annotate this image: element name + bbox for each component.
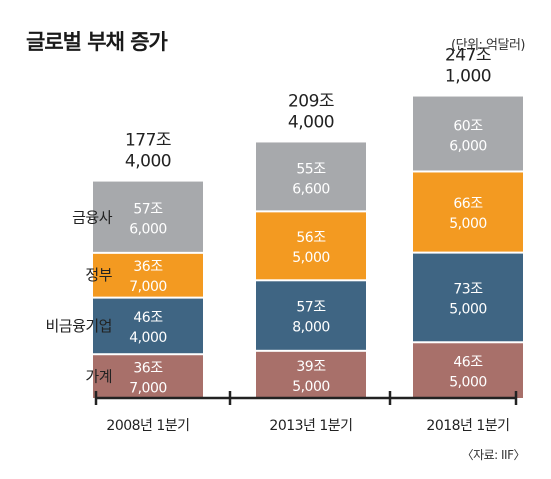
bar-비금융기업-0: [93, 298, 203, 354]
bar-value-label: 66조 5,000: [449, 196, 487, 232]
total-label: 177조 4,000: [125, 131, 171, 172]
bar-value-label: 57조 6,000: [129, 202, 167, 238]
bar-가계-1: [256, 351, 366, 398]
bar-비금융기업-2: [413, 253, 523, 342]
bar-value-label: 73조 5,000: [449, 281, 487, 317]
legend-label: 금융사: [72, 209, 113, 227]
bar-value-label: 55조 6,600: [292, 161, 330, 197]
bar-비금융기업-1: [256, 281, 366, 350]
legend-label: 정부: [85, 266, 112, 284]
bar-value-label: 36조 7,000: [129, 259, 167, 295]
bar-가계-2: [413, 343, 523, 398]
bar-금융사-0: [93, 181, 203, 252]
bar-value-label: 46조 5,000: [449, 355, 487, 391]
bar-value-label: 56조 5,000: [292, 230, 330, 266]
bar-value-label: 57조 8,000: [292, 300, 330, 336]
bar-value-label: 46조 4,000: [129, 310, 167, 346]
bar-value-label: 36조 7,000: [129, 361, 167, 397]
bar-금융사-2: [413, 96, 523, 171]
bar-정부-1: [256, 212, 366, 280]
category-label: 2013년 1분기: [269, 418, 352, 434]
unit-label: (단위: 억달러): [451, 38, 525, 53]
bar-금융사-1: [256, 142, 366, 211]
bar-가계-0: [93, 355, 203, 398]
bar-정부-0: [93, 253, 203, 297]
chart-title: 글로벌 부채 증가: [26, 30, 168, 54]
total-label: 247조 1,000: [445, 46, 491, 87]
total-label: 209조 4,000: [288, 91, 334, 132]
bar-value-label: 60조 6,000: [449, 119, 487, 155]
category-label: 2008년 1분기: [106, 418, 189, 434]
legend-label: 비금융기업: [45, 317, 112, 335]
bar-value-label: 39조 5,000: [292, 359, 330, 395]
bar-정부-2: [413, 172, 523, 252]
category-label: 2018년 1분기: [426, 418, 509, 434]
source-note: 〈자료: IIF〉: [461, 448, 526, 462]
legend-label: 가계: [85, 368, 112, 386]
